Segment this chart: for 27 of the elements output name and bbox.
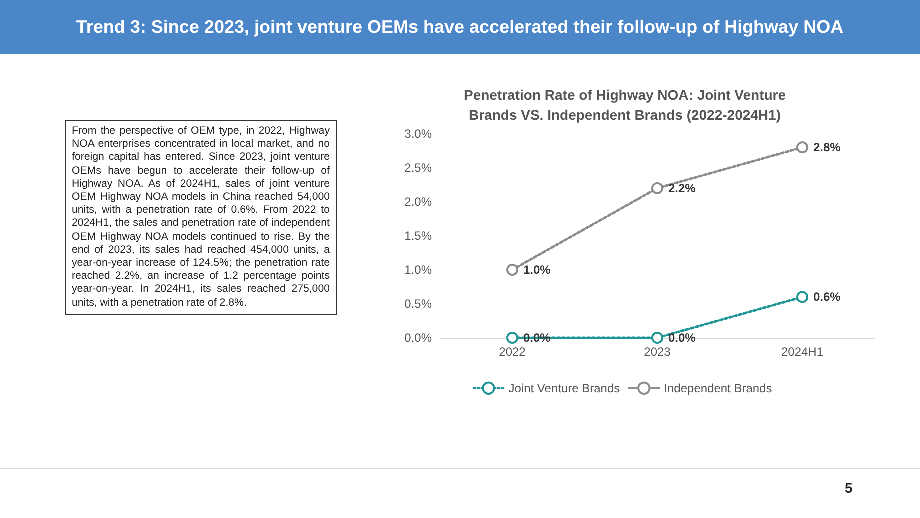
point: [652, 182, 664, 194]
x-tick-label: 2023: [644, 345, 672, 359]
text: 5: [845, 480, 853, 496]
y-tick-label: 0.0%: [404, 331, 432, 345]
data-label: 0.6%: [814, 290, 842, 304]
point: [652, 332, 664, 344]
y-tick-label: 2.0%: [404, 195, 432, 209]
y-tick-label: 1.0%: [404, 263, 432, 277]
legend-label: Independent Brands: [664, 381, 772, 396]
chart-title: Penetration Rate of Highway NOA: Joint Venture Brands VS. Independent Brands (2022-2024H1): [464, 87, 786, 123]
legend-label: Joint Venture Brands: [508, 381, 620, 396]
point: [506, 332, 518, 344]
data-label: 2.2%: [668, 181, 696, 196]
y-tick-label: 0.5%: [404, 297, 432, 311]
text: From the perspective of OEM type, in 2022, Highway NOA enterprises concentrated in local market, and no foreign capital has entered. Since 2023, joint venture OEMs have begun to accelerate their follow-up of Highway NOA. As of 2024H1, sales of joint venture OEM Highway NOA models in China reached 54,000 units, with a penetration rate of 0.6%. From 2022 to 2024H1, the sales and penetration rate of independent OEM Highway NOA models continued to rise. By the end of 2023, its sales had reached 454,000 units, a year-on-year increase of 124.5%; the penetration rate reached 2.2%, an increase of 1.2 percentage points year-on-year. In 2024H1, its sales reached 275,000 units, with a penetration rate of 2.8%.: [72, 125, 330, 309]
y-tick-label: 3.0%: [404, 127, 432, 141]
data-label: 2.8%: [814, 140, 842, 155]
point: [506, 264, 518, 276]
x-tick-label: 2022: [499, 345, 526, 359]
y-tick-label: 2.5%: [404, 161, 432, 175]
data-label: 1.0%: [524, 263, 552, 277]
data-label: 0.0%: [668, 331, 696, 345]
x-tick-label: 2024H1: [781, 345, 824, 359]
y-tick-label: 1.5%: [404, 229, 432, 243]
point: [796, 291, 808, 304]
point: [796, 142, 808, 154]
text: Trend 3: Since 2023, joint venture OEMs have accelerated their follow-up of Highway NOA: [0, 0, 920, 54]
